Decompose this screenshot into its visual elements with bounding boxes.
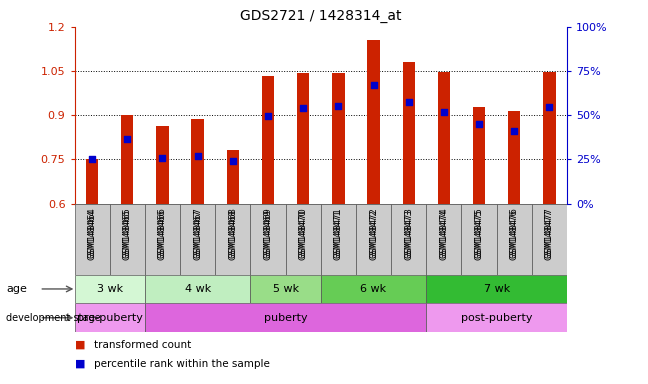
Text: GSM148468: GSM148468: [228, 207, 237, 258]
Text: 7 wk: 7 wk: [483, 284, 510, 294]
Title: GDS2721 / 1428314_at: GDS2721 / 1428314_at: [240, 9, 402, 23]
Text: 4 wk: 4 wk: [185, 284, 211, 294]
Bar: [110, 204, 145, 275]
Bar: [496, 204, 532, 275]
Bar: [227, 150, 239, 204]
Text: GSM148466: GSM148466: [158, 207, 167, 258]
Text: GSM148467: GSM148467: [193, 207, 202, 258]
Text: GSM148464: GSM148464: [87, 207, 97, 258]
Bar: [543, 72, 555, 204]
Bar: [156, 126, 168, 204]
Text: GSM148470: GSM148470: [299, 209, 308, 260]
Text: GSM148475: GSM148475: [474, 209, 483, 260]
Point: [122, 136, 132, 142]
Text: 5 wk: 5 wk: [273, 284, 299, 294]
Text: ■: ■: [75, 359, 85, 369]
Text: GSM148476: GSM148476: [510, 209, 519, 260]
Point: [439, 109, 449, 115]
Text: transformed count: transformed count: [94, 340, 191, 350]
Text: GSM148465: GSM148465: [122, 207, 132, 258]
Bar: [402, 61, 415, 204]
Text: GSM148467: GSM148467: [193, 209, 202, 260]
Text: GSM148471: GSM148471: [334, 207, 343, 258]
Bar: [75, 303, 145, 332]
Bar: [121, 115, 133, 204]
Point: [263, 113, 273, 119]
Point: [192, 152, 203, 159]
Bar: [321, 204, 356, 275]
Bar: [180, 204, 215, 275]
Bar: [75, 204, 110, 275]
Text: GSM148473: GSM148473: [404, 207, 413, 258]
Text: GSM148474: GSM148474: [439, 207, 448, 258]
Bar: [461, 204, 496, 275]
Bar: [297, 73, 309, 204]
Point: [544, 104, 555, 110]
Bar: [145, 204, 180, 275]
Bar: [426, 204, 461, 275]
Text: GSM148466: GSM148466: [158, 209, 167, 260]
Text: GSM148477: GSM148477: [545, 207, 554, 258]
Bar: [438, 72, 450, 204]
Text: GSM148475: GSM148475: [474, 207, 483, 258]
Bar: [192, 119, 203, 204]
Bar: [286, 204, 321, 275]
Bar: [473, 107, 485, 204]
Text: age: age: [6, 284, 27, 294]
Point: [87, 156, 97, 162]
Bar: [356, 204, 391, 275]
Text: GSM148469: GSM148469: [264, 207, 273, 258]
Bar: [508, 111, 520, 204]
Text: ■: ■: [75, 340, 85, 350]
Bar: [391, 204, 426, 275]
Bar: [426, 303, 567, 332]
Point: [474, 121, 484, 127]
Text: GSM148472: GSM148472: [369, 209, 378, 260]
Bar: [250, 275, 321, 303]
Bar: [532, 204, 567, 275]
Text: development stage: development stage: [6, 313, 101, 323]
Bar: [145, 275, 250, 303]
Text: 3 wk: 3 wk: [97, 284, 122, 294]
Text: percentile rank within the sample: percentile rank within the sample: [94, 359, 270, 369]
Text: GSM148471: GSM148471: [334, 209, 343, 260]
Point: [404, 99, 414, 105]
Text: GSM148477: GSM148477: [545, 209, 554, 260]
Point: [298, 105, 308, 111]
Point: [157, 155, 168, 161]
Bar: [426, 275, 567, 303]
Text: pre-puberty: pre-puberty: [76, 313, 143, 323]
Text: GSM148470: GSM148470: [299, 207, 308, 258]
Bar: [86, 159, 98, 204]
Bar: [332, 73, 345, 204]
Bar: [321, 275, 426, 303]
Text: GSM148468: GSM148468: [228, 209, 237, 260]
Point: [333, 103, 343, 109]
Bar: [75, 275, 145, 303]
Text: GSM148473: GSM148473: [404, 209, 413, 260]
Bar: [262, 76, 274, 204]
Text: GSM148469: GSM148469: [264, 209, 273, 260]
Text: GSM148465: GSM148465: [122, 209, 132, 260]
Text: GSM148464: GSM148464: [87, 209, 97, 260]
Point: [368, 82, 378, 88]
Point: [509, 128, 520, 134]
Bar: [250, 204, 286, 275]
Text: 6 wk: 6 wk: [360, 284, 387, 294]
Bar: [367, 40, 380, 204]
Text: GSM148472: GSM148472: [369, 207, 378, 258]
Text: post-puberty: post-puberty: [461, 313, 533, 323]
Text: GSM148474: GSM148474: [439, 209, 448, 260]
Bar: [145, 303, 426, 332]
Bar: [215, 204, 250, 275]
Point: [227, 158, 238, 164]
Text: GSM148476: GSM148476: [510, 207, 519, 258]
Text: puberty: puberty: [264, 313, 307, 323]
